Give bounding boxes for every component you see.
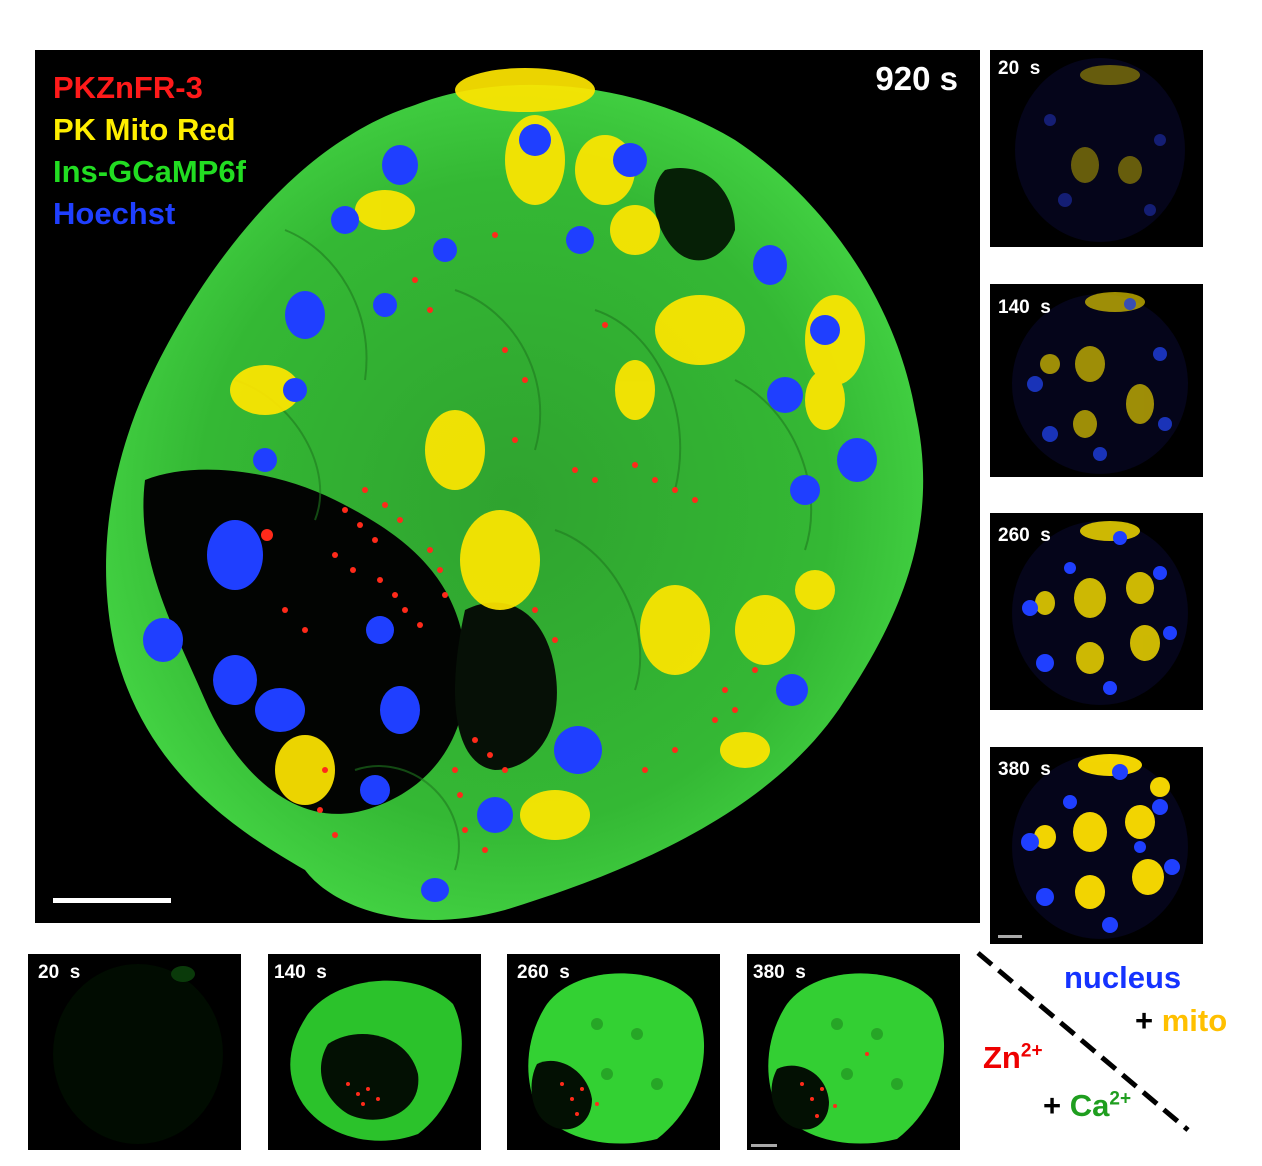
bottom-scale-bar (751, 1144, 777, 1147)
scale-bar (53, 898, 171, 903)
bottom-time-label-1: 20 s (38, 962, 81, 983)
legend-nucleus: Hoechst (53, 196, 176, 231)
side-panel-2: 140 s (990, 284, 1203, 477)
key-plus-ca: + (1043, 1088, 1062, 1123)
key-zn-charge: 2+ (1020, 1040, 1043, 1062)
side-time-label-3: 260 s (998, 525, 1051, 546)
bottom-image-4 (768, 973, 945, 1144)
dark-cell-region-3 (654, 168, 735, 261)
key-mito-row: + mito (1135, 1003, 1227, 1039)
side-image-3 (1012, 521, 1188, 705)
bottom-time-label-2: 140 s (274, 962, 327, 983)
bottom-panel-3: 260 s (507, 954, 720, 1150)
side-panel-4: 380 s (990, 747, 1203, 944)
nuclei (143, 124, 877, 902)
key-ca: Ca (1069, 1088, 1110, 1123)
main-timestamp: 920 s (875, 60, 958, 97)
zinc-puncta (261, 232, 758, 853)
islet-merged-image (106, 68, 924, 921)
side-image-2 (1012, 292, 1188, 474)
key-ca-charge: 2+ (1109, 1088, 1132, 1110)
bottom-image-2 (290, 980, 462, 1141)
key-ca-text: Ca2+ (1070, 1088, 1131, 1123)
legend-zinc-sensor: PKZnFR-3 (53, 70, 203, 105)
side-scale-bar (998, 935, 1022, 938)
legend-mito: PK Mito Red (53, 112, 236, 147)
side-image-1 (1015, 58, 1185, 242)
side-panel-1: 20 s (990, 50, 1203, 247)
key-nucleus: nucleus (1064, 960, 1182, 995)
main-image-panel: PKZnFR-3 PK Mito Red Ins-GCaMP6f Hoechst… (35, 50, 980, 923)
dark-cell-region-2 (455, 602, 557, 770)
bottom-panel-2: 140 s (268, 954, 481, 1150)
key-zinc: Zn2+ (983, 1040, 1043, 1076)
key-divider-line (976, 951, 1190, 1132)
bottom-image-1 (53, 964, 223, 1144)
side-time-label-4: 380 s (998, 759, 1051, 780)
key-zn-text: Zn (983, 1040, 1021, 1075)
bottom-time-label-3: 260 s (517, 962, 570, 983)
side-time-label-2: 140 s (998, 297, 1051, 318)
bottom-time-label-4: 380 s (753, 962, 806, 983)
bottom-panel-4: 380 s (747, 954, 960, 1150)
key-plus-mito: + (1135, 1003, 1154, 1038)
key-mito: mito (1161, 1003, 1228, 1038)
bottom-image-3 (528, 973, 705, 1144)
key-calcium-row: + Ca2+ (1043, 1088, 1131, 1124)
bottom-panel-1: 20 s (28, 954, 241, 1150)
legend-calcium-sensor: Ins-GCaMP6f (53, 154, 246, 189)
side-image-4 (1012, 754, 1188, 939)
side-panel-3: 260 s (990, 513, 1203, 710)
mito-clusters (230, 68, 865, 840)
side-time-label-1: 20 s (998, 58, 1041, 79)
